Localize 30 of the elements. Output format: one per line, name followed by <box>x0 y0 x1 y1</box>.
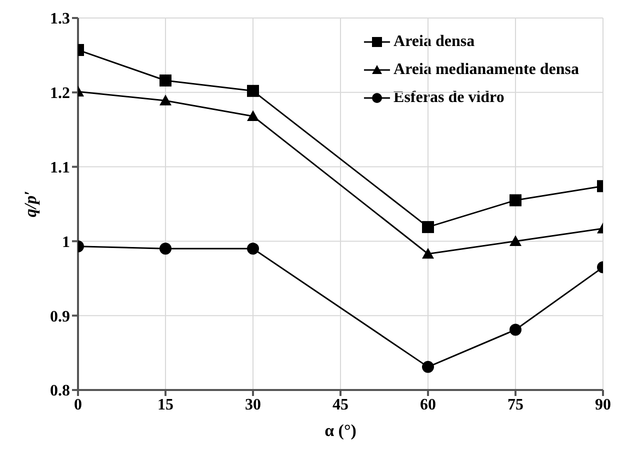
x-tick-label: 75 <box>508 396 524 414</box>
point <box>510 235 522 246</box>
x-axis-title: α (°) <box>324 421 356 440</box>
point <box>247 242 259 255</box>
point <box>422 248 434 259</box>
point <box>160 94 172 106</box>
x-tick-label: 45 <box>332 396 348 414</box>
x-tick-label: 15 <box>158 396 174 414</box>
y-axis-title: q/p′ <box>21 190 40 218</box>
point <box>160 74 172 86</box>
legend-label: Areia densa <box>394 33 475 51</box>
y-tick-label: 1.1 <box>50 159 70 176</box>
x-tick-label: 90 <box>595 396 611 414</box>
point <box>247 110 259 122</box>
x-tick-label: 0 <box>74 396 82 414</box>
point <box>247 84 259 97</box>
y-tick-label: 0.8 <box>50 382 70 400</box>
point <box>422 221 434 234</box>
y-tick-label: 1 <box>62 234 70 251</box>
y-tick-label: 1.3 <box>50 10 70 28</box>
y-tick-label: 1.2 <box>50 85 70 102</box>
point <box>510 324 522 336</box>
x-tick-label: 30 <box>245 396 261 414</box>
point <box>510 194 522 206</box>
y-tick-label: 0.9 <box>50 308 70 326</box>
point <box>422 360 434 373</box>
legend-label: Areia medianamente densa <box>394 61 579 79</box>
point <box>160 242 172 255</box>
legend-label: Esferas de vidro <box>394 89 504 107</box>
x-tick-label: 60 <box>420 396 436 414</box>
